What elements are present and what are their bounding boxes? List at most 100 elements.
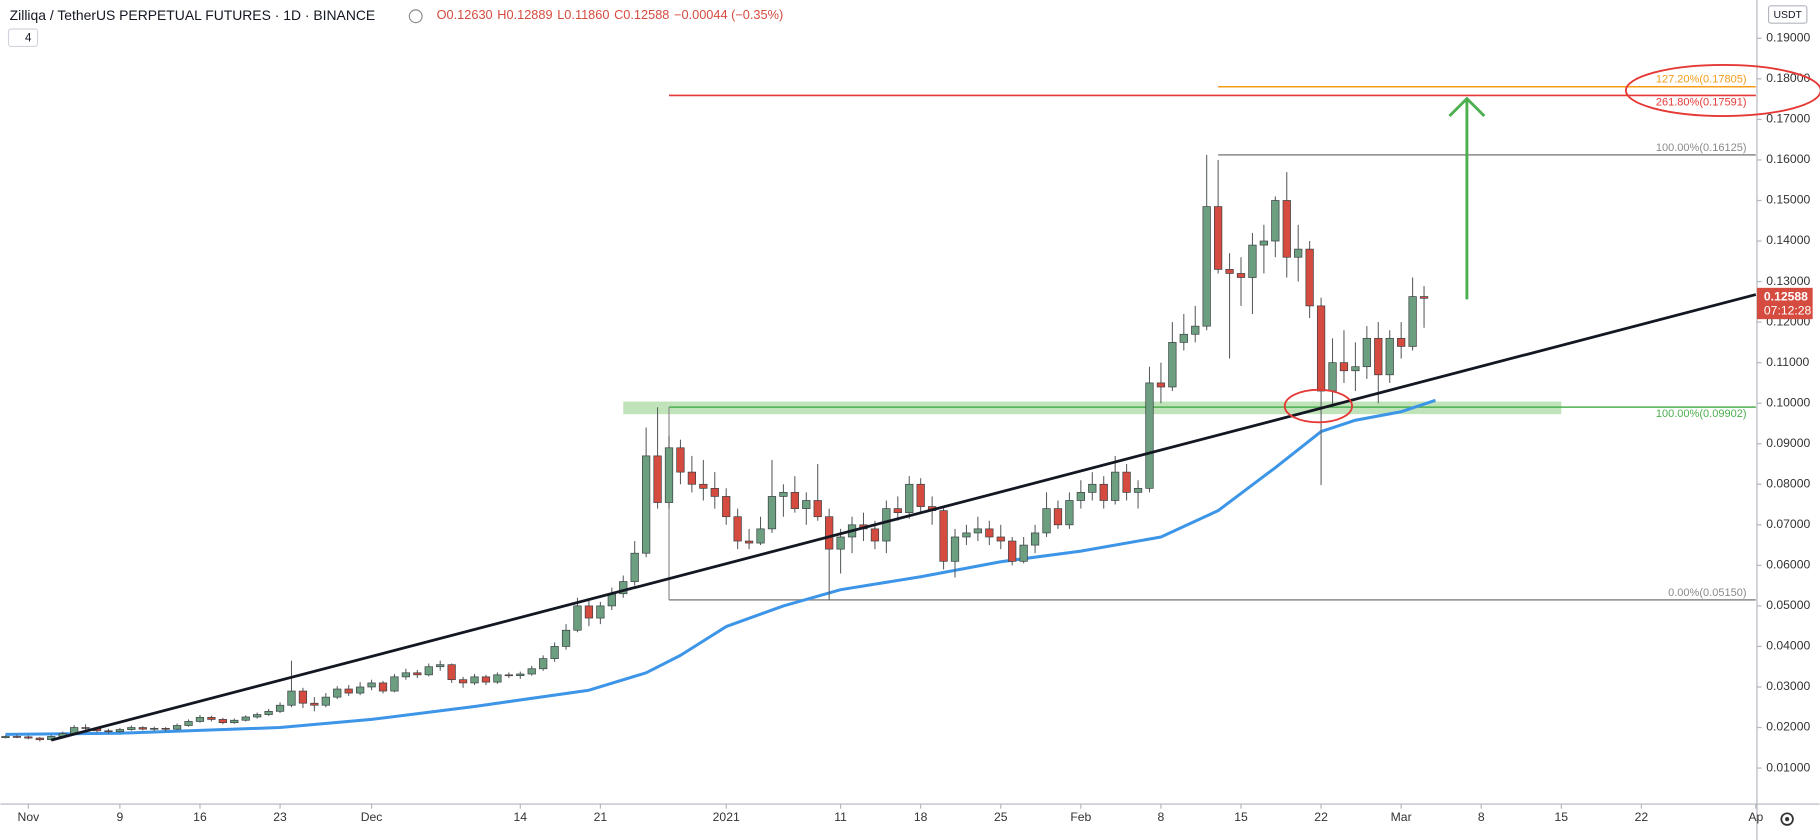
settings-icon[interactable] (1780, 812, 1794, 826)
candle-body (905, 483, 914, 514)
candle-body (1236, 273, 1246, 278)
settings-icon-ring[interactable] (1780, 812, 1794, 826)
candle-body (882, 508, 891, 542)
x-tick-label: 23 (273, 810, 287, 824)
candle-body (985, 528, 994, 538)
candle-body (1397, 337, 1406, 347)
candle-body (813, 500, 822, 518)
indicator-count[interactable]: 4 (25, 31, 32, 44)
candle-body (676, 447, 685, 473)
candle-body (253, 714, 262, 718)
y-tick-label: 0.13000 (1766, 274, 1810, 288)
candle-body (733, 516, 742, 542)
candle-body (1076, 492, 1085, 501)
y-tick-label: 0.02000 (1766, 720, 1810, 734)
candle-body (1374, 337, 1383, 376)
candle-body (630, 552, 639, 582)
ohlc-low: L0.11860 (557, 8, 609, 23)
currency-label[interactable]: USDT (1773, 10, 1802, 21)
candle-body (81, 727, 90, 729)
fib-level-label: 127.20%(0.17805) (1656, 74, 1747, 86)
candle-body (1385, 337, 1394, 376)
candle-body (264, 710, 273, 715)
x-tick-label: Ap (1748, 810, 1763, 824)
y-tick-label: 0.06000 (1766, 558, 1810, 572)
chart-title: Zilliqa / TetherUS PERPETUAL FUTURES · 1… (10, 7, 376, 23)
candle-body (767, 496, 777, 530)
y-tick-label: 0.14000 (1766, 233, 1810, 247)
candle-body (539, 658, 548, 670)
plot-area (1, 86, 1757, 742)
candle-body (710, 487, 719, 497)
candle-body (1282, 200, 1291, 258)
candle-body (1145, 382, 1154, 489)
candle-body (973, 528, 983, 534)
candle-body (1259, 240, 1269, 246)
x-tick-label: 9 (117, 810, 124, 824)
candle-body (642, 455, 651, 554)
candle-body (1019, 544, 1028, 562)
x-tick-label: 14 (514, 810, 528, 824)
x-tick-label: 2021 (713, 810, 740, 824)
candle-body (1202, 206, 1211, 327)
candle-body (1, 736, 10, 739)
candle-body (664, 447, 674, 503)
x-tick-label: 16 (193, 810, 207, 824)
x-tick-label: 11 (834, 810, 847, 824)
candle-body (596, 605, 605, 619)
candle-body (127, 727, 136, 730)
ohlc-legend: O0.12630 H0.12889 L0.11860 C0.12588 −0.00044… (437, 8, 784, 23)
status-icon (408, 9, 423, 24)
x-tick-label: 21 (594, 810, 608, 824)
candle-body (1042, 508, 1051, 534)
currency-box[interactable] (1767, 5, 1808, 24)
y-tick-label: 0.19000 (1766, 31, 1810, 45)
highlight-ellipse (1624, 64, 1820, 117)
candle-body (413, 672, 422, 676)
candle-body (470, 676, 479, 684)
candle-body (619, 581, 628, 595)
fib-level-label: 0.00%(0.05150) (1668, 587, 1746, 599)
candle-body (756, 528, 765, 544)
candle-body (996, 536, 1005, 542)
candle-body (161, 727, 170, 730)
x-tick-label: 22 (1314, 810, 1328, 824)
candle-body (401, 672, 411, 678)
candle-body (1111, 471, 1120, 501)
candle-body (1419, 296, 1429, 299)
candle-body (321, 696, 330, 706)
axes: 0.01000 0.02000 0.03000 0.04000 0.05000 0.060… (18, 31, 1813, 824)
candle-body (1030, 532, 1040, 546)
candle-body (1351, 366, 1360, 372)
x-tick-label: 8 (1158, 810, 1165, 824)
ohlc-close: C0.12588 (614, 8, 669, 23)
candle-body (310, 702, 319, 706)
x-tick-label: 15 (1234, 810, 1248, 824)
candle-body (916, 483, 925, 507)
candle-body (1122, 471, 1131, 493)
candle-body (218, 719, 227, 724)
y-tick-label: 0.01000 (1766, 760, 1810, 774)
candle-body (939, 510, 948, 562)
y-tick-label: 0.11000 (1766, 355, 1809, 369)
candle-body (1305, 248, 1314, 307)
candle-body (356, 686, 365, 694)
candle-body (1316, 305, 1326, 392)
candle-body (172, 725, 182, 730)
candle-body (1168, 342, 1177, 388)
candle-body (1179, 333, 1188, 343)
indicator-box[interactable] (7, 28, 39, 47)
candle-body (1248, 244, 1257, 278)
candle-body (104, 730, 113, 733)
candle-body (504, 674, 513, 677)
y-tick-label: 0.17000 (1766, 112, 1810, 126)
candle-body (24, 736, 33, 739)
candle-body (550, 646, 559, 659)
candle-body (687, 471, 697, 485)
settings-icon-core[interactable] (1785, 817, 1790, 822)
candle-body (378, 682, 388, 692)
ohlc-high: H0.12889 (497, 8, 552, 23)
